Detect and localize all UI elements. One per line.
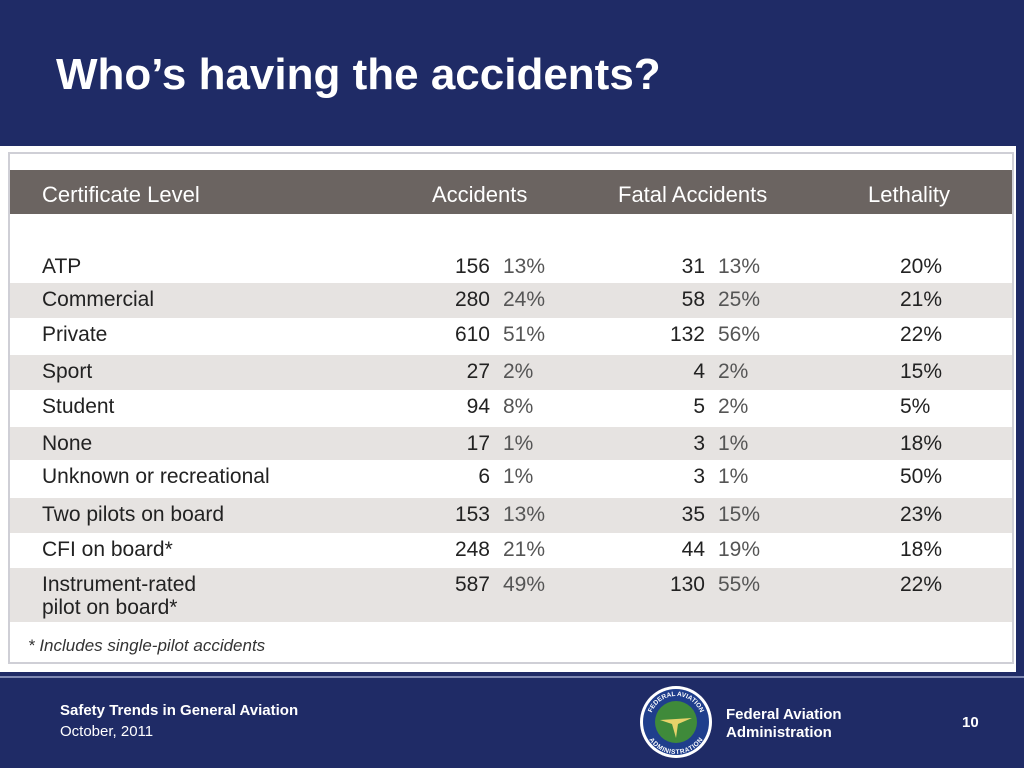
accidents-share: 24% — [503, 288, 546, 311]
certificate-level: Private — [42, 323, 108, 346]
lethality: 18% — [900, 538, 943, 561]
table-row: Two pilots on board 153 13% 35 15% 23% — [10, 498, 1012, 533]
table-row: Unknown or recreational 6 1% 3 1% 50% — [10, 460, 1012, 498]
fatal-share: 25% — [718, 288, 761, 311]
certificate-level: Student — [42, 395, 115, 418]
fatal-count: 132 — [669, 323, 705, 346]
fatal-share: 19% — [718, 538, 761, 561]
fatal-share: 15% — [718, 503, 761, 526]
fatal-share: 55% — [718, 573, 761, 596]
certificate-level: Two pilots on board — [42, 503, 225, 526]
accidents-share: 8% — [503, 395, 534, 418]
certificate-level: Unknown or recreational — [42, 465, 270, 488]
table-panel: Certificate Level Accidents Fatal Accident… — [0, 146, 1016, 672]
table-row: Commercial 280 24% 58 25% 21% — [10, 283, 1012, 318]
table-row: ATP 156 13% 31 13% 20% — [10, 250, 1012, 283]
table-row: Private 610 51% 132 56% 22% — [10, 318, 1012, 355]
fatal-count: 3 — [693, 465, 705, 488]
certificate-level: Sport — [42, 360, 93, 383]
fatal-count: 4 — [693, 360, 705, 383]
fatal-share: 56% — [718, 323, 761, 346]
accidents-count: 587 — [454, 573, 490, 596]
accidents-count: 248 — [454, 538, 490, 561]
page-number: 10 — [962, 714, 979, 731]
column-header: Fatal Accidents — [618, 182, 768, 207]
accidents-share: 1% — [503, 465, 534, 488]
fatal-count: 5 — [693, 395, 705, 418]
column-header: Accidents — [432, 182, 528, 207]
table-frame — [8, 152, 1014, 664]
slide-title: Who’s having the accidents? — [56, 50, 661, 99]
certificate-level: ATP — [42, 255, 82, 278]
certificate-level: None — [42, 432, 93, 455]
lethality: 50% — [900, 465, 943, 488]
agency-name: Federal Aviation Administration — [726, 706, 842, 741]
fatal-share: 2% — [718, 360, 749, 383]
column-header: Lethality — [868, 182, 950, 207]
lethality: 20% — [900, 255, 943, 278]
table-row: CFI on board* 248 21% 44 19% 18% — [10, 533, 1012, 568]
fatal-count: 31 — [681, 255, 705, 278]
accidents-share: 1% — [503, 432, 534, 455]
presentation-title: Safety Trends in General Aviation — [60, 702, 299, 719]
table-row: Student 94 8% 5 2% 5% — [10, 390, 1012, 427]
accidents-share: 49% — [503, 573, 546, 596]
lethality: 22% — [900, 323, 943, 346]
certificate-level: Instrument-rated pilot on board* — [42, 573, 197, 619]
table-row: Instrument-rated pilot on board* 587 49% 13… — [10, 568, 1012, 622]
accidents-count: 280 — [454, 288, 490, 311]
accidents-share: 13% — [503, 255, 546, 278]
certificate-level: CFI on board* — [42, 538, 173, 561]
lethality: 21% — [900, 288, 943, 311]
fatal-share: 1% — [718, 465, 749, 488]
accidents-share: 2% — [503, 360, 534, 383]
accidents-count: 156 — [454, 255, 490, 278]
accidents-count: 6 — [478, 465, 490, 488]
lethality: 15% — [900, 360, 943, 383]
fatal-count: 35 — [681, 503, 705, 526]
footer-rule — [0, 676, 1024, 678]
date: October, 2011 — [60, 723, 154, 740]
accidents-count: 27 — [466, 360, 490, 383]
certificate-level: Commercial — [42, 288, 155, 311]
lethality: 18% — [900, 432, 943, 455]
accidents-count: 153 — [454, 503, 490, 526]
accidents-share: 51% — [503, 323, 546, 346]
column-header: Certificate Level — [42, 182, 200, 207]
footnote: * Includes single-pilot accidents — [28, 636, 266, 655]
accidents-count: 17 — [466, 432, 490, 455]
accidents-share: 21% — [503, 538, 546, 561]
fatal-count: 3 — [693, 432, 705, 455]
logo-bird — [660, 718, 692, 738]
accidents-count: 94 — [466, 395, 490, 418]
lethality: 22% — [900, 573, 943, 596]
faa-logo: FEDERAL AVIATION ADMINISTRATION — [640, 686, 712, 758]
table-row: None 17 1% 3 1% 18% — [10, 427, 1012, 460]
lethality: 23% — [900, 503, 943, 526]
fatal-count: 58 — [681, 288, 705, 311]
accidents-count: 610 — [454, 323, 490, 346]
accidents-share: 13% — [503, 503, 546, 526]
lethality: 5% — [900, 395, 931, 418]
table-row: Sport 27 2% 4 2% 15% — [10, 355, 1012, 390]
fatal-share: 13% — [718, 255, 761, 278]
fatal-count: 44 — [681, 538, 705, 561]
fatal-count: 130 — [669, 573, 705, 596]
fatal-share: 2% — [718, 395, 749, 418]
table-header: Certificate Level Accidents Fatal Accident… — [10, 170, 1012, 214]
fatal-share: 1% — [718, 432, 749, 455]
